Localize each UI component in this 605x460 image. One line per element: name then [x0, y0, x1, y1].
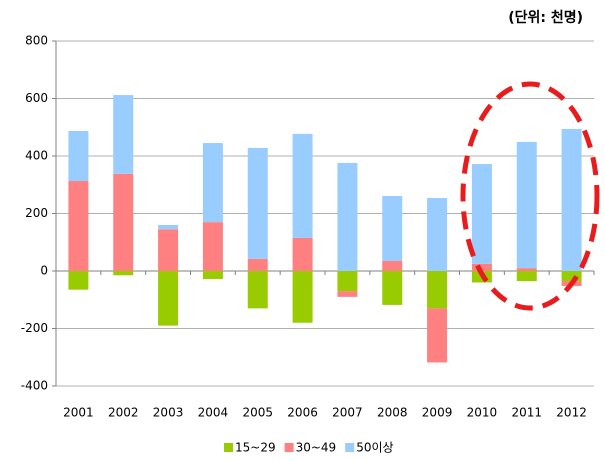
x-tick-label: 2005 [242, 406, 273, 420]
x-tick-label: 2003 [153, 406, 184, 420]
bar-segment [202, 143, 223, 223]
bar-segment [113, 95, 134, 174]
x-tick-label: 2012 [556, 406, 587, 420]
bar-segment [158, 229, 179, 271]
bar-segment [427, 271, 448, 309]
legend-swatch [224, 443, 233, 452]
x-tick-label: 2010 [467, 406, 498, 420]
legend-label: 15~29 [235, 441, 276, 455]
bar-segment [202, 271, 223, 280]
y-tick-label: 800 [25, 34, 48, 48]
bar-segment [68, 271, 89, 290]
x-tick-label: 2004 [198, 406, 229, 420]
bar-segment [382, 195, 403, 261]
bar-segment [561, 128, 582, 271]
highlight-ellipse [460, 81, 600, 311]
y-tick-label: 600 [25, 91, 48, 105]
legend-swatch [345, 443, 355, 452]
y-tick-label: 400 [25, 149, 48, 163]
y-tick-label: -400 [21, 379, 48, 393]
bar-segment [516, 141, 537, 269]
bar-segment [337, 162, 358, 271]
plot-area: -400 -200 0 200 400 600 800 2001 2002 2003 2004 200… [21, 34, 595, 455]
x-tick-label: 2009 [422, 406, 453, 420]
legend-label: 50이상 [356, 441, 393, 455]
x-tick-label: 2002 [108, 406, 139, 420]
legend-swatch [284, 443, 294, 452]
y-tick-label: 0 [40, 264, 48, 278]
bar-segment [158, 225, 179, 230]
bar-segment [158, 271, 179, 326]
x-tick-label: 2001 [63, 406, 94, 420]
bar-segment [247, 147, 268, 259]
bar-segment [471, 263, 492, 271]
bar-segment [427, 308, 448, 363]
unit-note: (단위: 천명) [508, 9, 583, 26]
bar-segment [516, 268, 537, 271]
legend-label: 30~49 [296, 441, 337, 455]
bar-segment [516, 271, 537, 282]
y-tick-label: -200 [21, 321, 48, 335]
bar-segment [68, 130, 89, 182]
bar-segment [113, 173, 134, 271]
bar-segment [68, 181, 89, 271]
bar-segment [337, 291, 358, 297]
x-tick-label: 2007 [332, 406, 363, 420]
bar-segment [427, 197, 448, 271]
bar-segment [202, 222, 223, 271]
bar-segment [113, 271, 134, 276]
bar-segment [292, 271, 313, 323]
x-tick-label: 2006 [287, 406, 318, 420]
bar-segment [561, 271, 582, 282]
bar-segment [382, 271, 403, 305]
x-tick-label: 2011 [511, 406, 542, 420]
bar-segment [292, 237, 313, 271]
bar-segment [471, 164, 492, 264]
bar-segment [382, 260, 403, 271]
y-tick-label: 200 [25, 206, 48, 220]
bar-segment [247, 271, 268, 309]
bar-segment [292, 133, 313, 238]
bar-segment [247, 258, 268, 271]
x-tick-label: 2008 [377, 406, 408, 420]
bar-segment [337, 271, 358, 292]
